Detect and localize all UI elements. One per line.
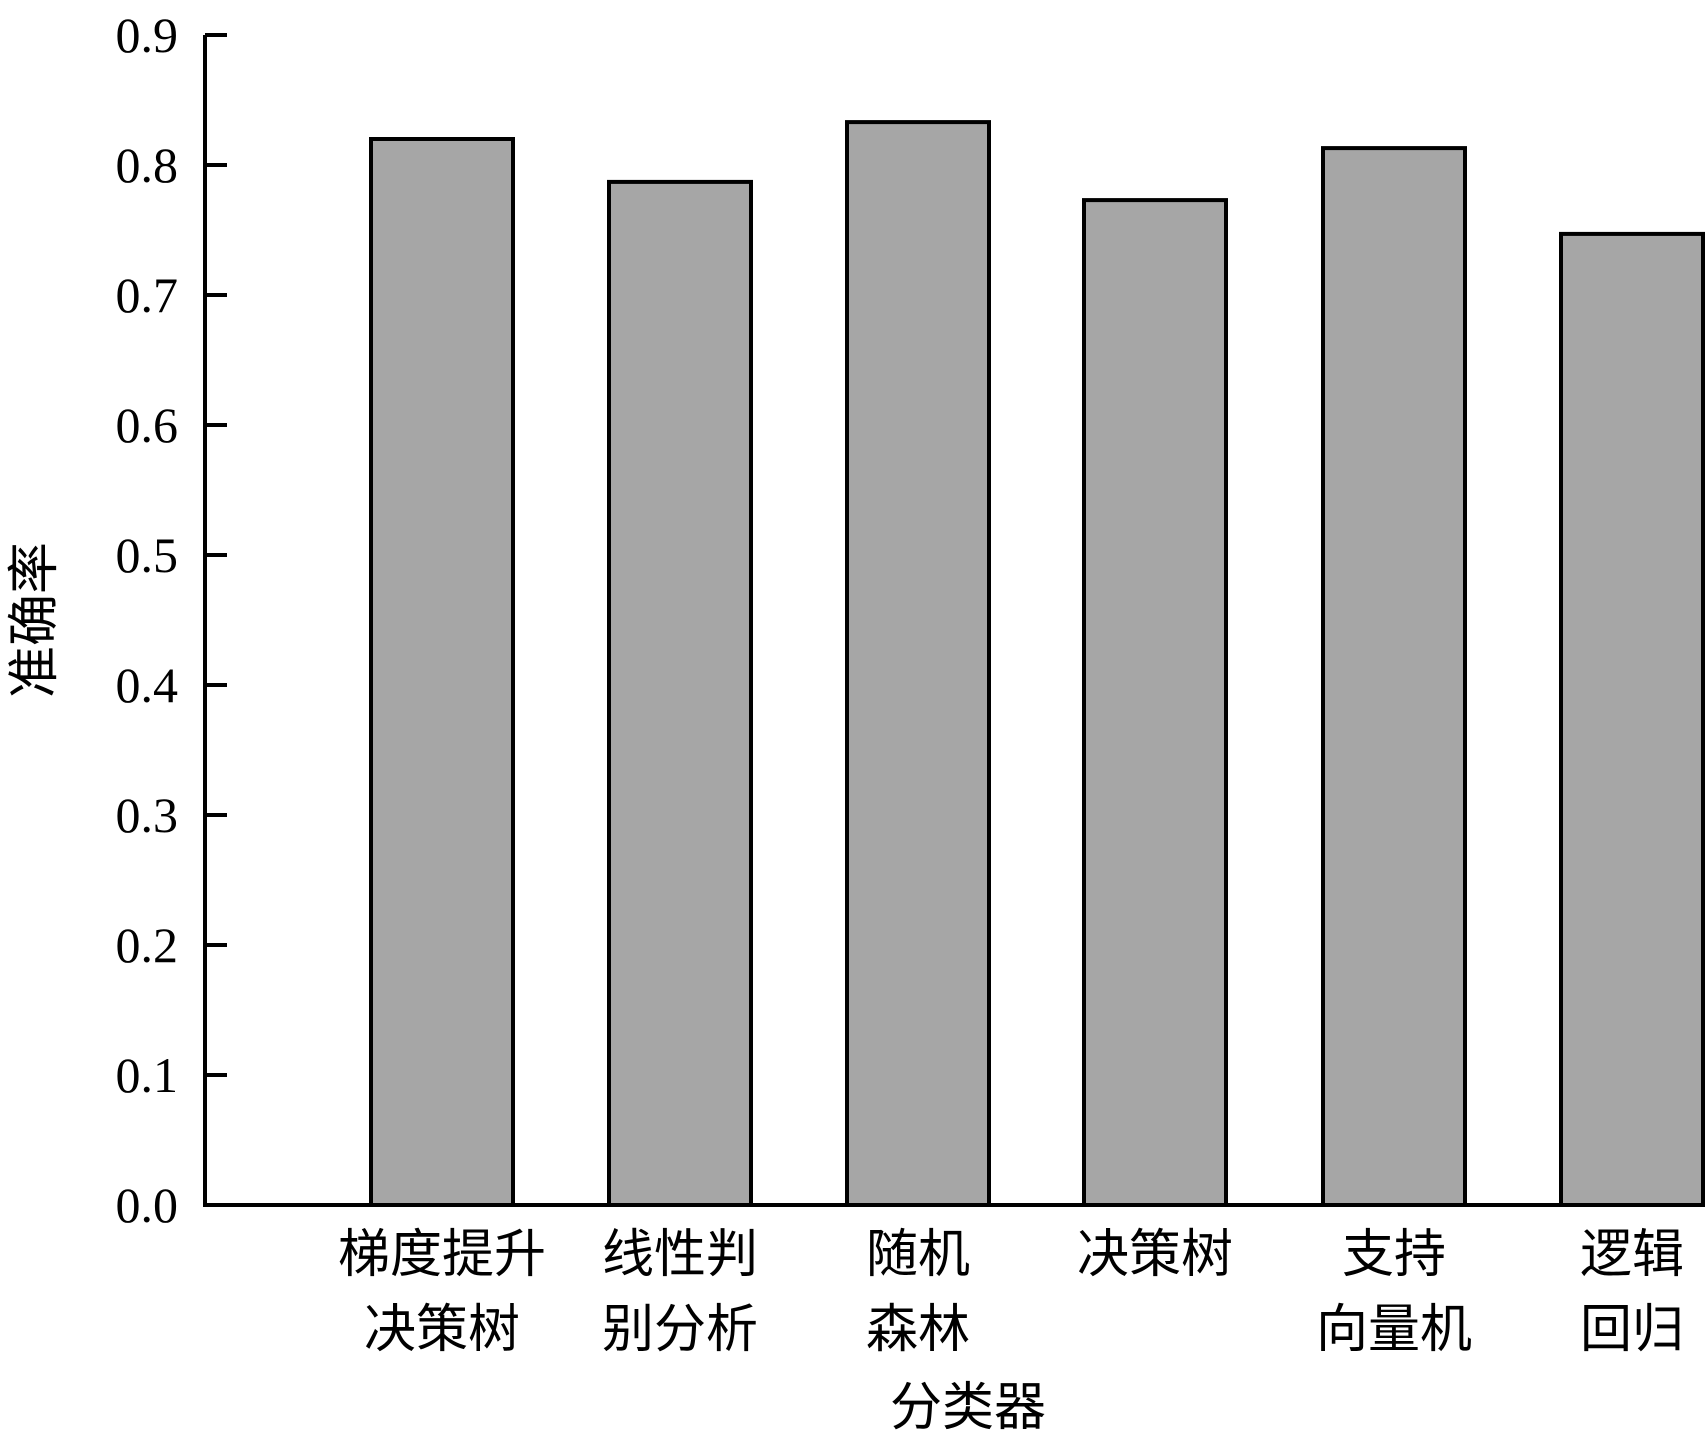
y-axis-title: 准确率 xyxy=(5,542,65,698)
axes-group xyxy=(203,35,1705,1207)
x-axis-title: 分类器 xyxy=(890,1378,1046,1438)
x-category-label: 逻辑回归 xyxy=(1580,1225,1684,1360)
y-tick-label: 0.6 xyxy=(116,397,179,453)
y-tick-label: 0.0 xyxy=(116,1177,179,1233)
y-tick-label: 0.8 xyxy=(116,137,179,193)
x-category-label-line: 决策树 xyxy=(364,1300,520,1360)
x-category-label-line: 逻辑 xyxy=(1580,1225,1684,1285)
bar xyxy=(1321,146,1467,1208)
y-tick-label: 0.3 xyxy=(116,787,179,843)
x-category-label: 决策树 xyxy=(1077,1225,1233,1285)
y-tick-label: 0.4 xyxy=(116,657,179,713)
y-tick-label: 0.9 xyxy=(116,7,179,63)
bar xyxy=(607,179,753,1207)
x-category-label-line: 回归 xyxy=(1580,1300,1684,1360)
x-category-label: 线性判别分析 xyxy=(602,1225,758,1360)
y-tick-label: 0.1 xyxy=(116,1047,179,1103)
y-tick-label: 0.2 xyxy=(116,917,179,973)
x-category-label-line: 梯度提升 xyxy=(338,1225,546,1285)
bars-group xyxy=(369,120,1705,1208)
bar xyxy=(1082,198,1228,1208)
x-category-label-line: 线性判 xyxy=(602,1225,758,1285)
y-ticks-group: 0.0 0.1 0.2 0.3 0.4 0.5 0.6 0.7 0.8 0.9 xyxy=(116,7,227,1233)
x-category-label-line: 别分析 xyxy=(602,1300,758,1360)
bar xyxy=(1559,231,1705,1207)
x-category-label: 随机森林 xyxy=(866,1225,970,1360)
x-category-label: 支持向量机 xyxy=(1316,1225,1472,1360)
bar xyxy=(369,137,515,1207)
y-tick-label: 0.5 xyxy=(116,527,179,583)
x-category-label-line: 决策树 xyxy=(1077,1225,1233,1285)
bar xyxy=(845,120,991,1208)
x-category-label: 梯度提升决策树 xyxy=(338,1225,546,1360)
x-category-label-line: 森林 xyxy=(866,1300,970,1360)
x-category-label-line: 支持 xyxy=(1342,1225,1446,1285)
x-category-label-line: 向量机 xyxy=(1316,1300,1472,1360)
x-category-label-line: 随机 xyxy=(866,1225,970,1285)
y-tick-label: 0.7 xyxy=(116,267,179,323)
